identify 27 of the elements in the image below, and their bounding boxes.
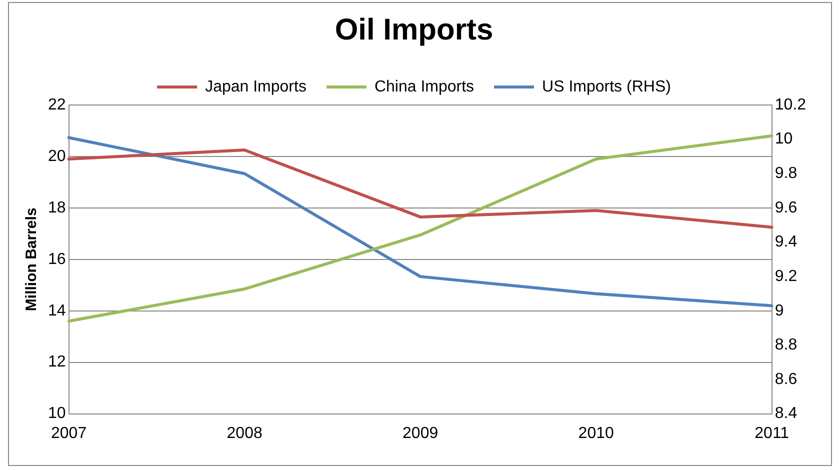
- y2-tick-label: 10.2: [774, 96, 806, 114]
- chart-title: Oil Imports: [334, 13, 494, 46]
- y2-tick-label: 9.6: [774, 199, 798, 216]
- x-tick-label: 2009: [402, 424, 438, 442]
- y2-tick-label: 9.4: [774, 234, 798, 251]
- y-tick-label: 18: [48, 199, 66, 216]
- legend-label: China Imports: [374, 78, 474, 96]
- y-tick-label: 14: [48, 302, 66, 320]
- y2-tick-label: 9: [774, 302, 784, 320]
- x-tick-label: 2011: [754, 424, 790, 442]
- x-tick-label: 2008: [226, 424, 262, 442]
- x-tick-label: 2007: [51, 424, 87, 442]
- y2-tick-label: 8.8: [774, 336, 798, 354]
- legend-label: US Imports (RHS): [542, 78, 671, 96]
- y-tick-label: 12: [48, 354, 66, 371]
- y-tick-label: 16: [48, 250, 66, 268]
- legend-label: Japan Imports: [205, 78, 306, 96]
- y2-tick-label: 10: [774, 130, 793, 148]
- y2-tick-label: 9.2: [774, 268, 798, 285]
- y2-tick-label: 8.4: [774, 405, 798, 422]
- y-tick-label: 22: [48, 96, 66, 114]
- y-axis-title: Million Barrels: [23, 208, 40, 312]
- y2-tick-label: 8.6: [774, 370, 798, 388]
- y-tick-label: 10: [48, 405, 66, 422]
- x-tick-label: 2010: [578, 424, 614, 442]
- y2-tick-label: 9.8: [774, 165, 798, 182]
- y-tick-label: 20: [48, 148, 66, 165]
